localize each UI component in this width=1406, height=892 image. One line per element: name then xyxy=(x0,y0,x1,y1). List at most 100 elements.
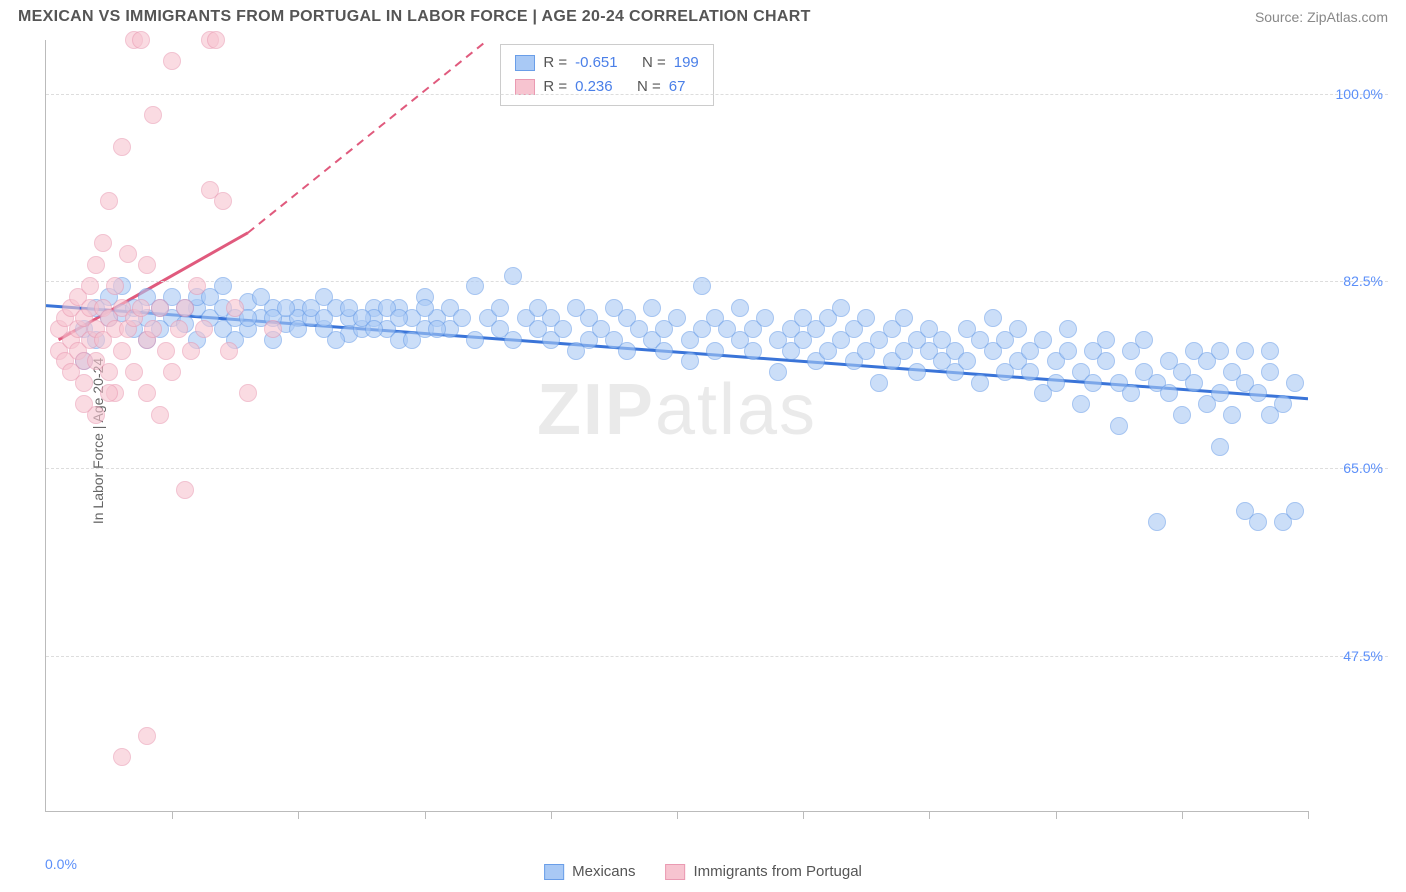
scatter-point xyxy=(1249,384,1267,402)
scatter-point xyxy=(144,106,162,124)
scatter-point xyxy=(857,309,875,327)
scatter-point xyxy=(693,277,711,295)
xaxis-min-label: 0.0% xyxy=(45,856,77,872)
scatter-point xyxy=(163,52,181,70)
scatter-point xyxy=(81,277,99,295)
scatter-point xyxy=(176,299,194,317)
scatter-point xyxy=(1097,352,1115,370)
xtick xyxy=(1182,811,1183,819)
source-label: Source: ZipAtlas.com xyxy=(1255,9,1388,25)
gridline xyxy=(46,468,1388,469)
scatter-point xyxy=(1034,331,1052,349)
scatter-point xyxy=(176,481,194,499)
legend-row-mexicans: R = -0.651 N = 199 xyxy=(515,51,698,75)
scatter-point xyxy=(491,299,509,317)
scatter-point xyxy=(504,331,522,349)
scatter-point xyxy=(195,320,213,338)
scatter-point xyxy=(958,352,976,370)
scatter-point xyxy=(1009,320,1027,338)
scatter-point xyxy=(1223,406,1241,424)
scatter-point xyxy=(1072,395,1090,413)
ytick-label: 82.5% xyxy=(1313,273,1383,289)
scatter-point xyxy=(365,320,383,338)
header: MEXICAN VS IMMIGRANTS FROM PORTUGAL IN L… xyxy=(0,0,1406,32)
scatter-point xyxy=(1286,502,1304,520)
xtick xyxy=(1308,811,1309,819)
scatter-point xyxy=(214,277,232,295)
scatter-point xyxy=(1148,513,1166,531)
scatter-point xyxy=(1211,342,1229,360)
scatter-point xyxy=(1261,342,1279,360)
ytick-label: 100.0% xyxy=(1313,86,1383,102)
r-label: R = xyxy=(543,75,567,99)
scatter-point xyxy=(100,363,118,381)
legend-label: Immigrants from Portugal xyxy=(693,863,861,880)
scatter-point xyxy=(264,320,282,338)
gridline xyxy=(46,656,1388,657)
scatter-point xyxy=(643,299,661,317)
n-label: N = xyxy=(642,51,666,75)
scatter-point xyxy=(618,342,636,360)
scatter-point xyxy=(277,299,295,317)
scatter-point xyxy=(832,299,850,317)
scatter-point xyxy=(390,309,408,327)
r-label: R = xyxy=(543,51,567,75)
xtick xyxy=(425,811,426,819)
scatter-point xyxy=(668,309,686,327)
scatter-point xyxy=(75,374,93,392)
swatch-portugal xyxy=(665,864,685,880)
n-value: 199 xyxy=(674,51,699,75)
scatter-point xyxy=(769,363,787,381)
scatter-point xyxy=(744,342,762,360)
scatter-point xyxy=(188,277,206,295)
scatter-point xyxy=(138,256,156,274)
scatter-point xyxy=(132,299,150,317)
scatter-point xyxy=(1160,384,1178,402)
scatter-point xyxy=(1097,331,1115,349)
scatter-point xyxy=(75,395,93,413)
scatter-point xyxy=(1261,363,1279,381)
scatter-point xyxy=(113,342,131,360)
scatter-point xyxy=(1211,438,1229,456)
scatter-point xyxy=(870,374,888,392)
n-label: N = xyxy=(637,75,661,99)
scatter-point xyxy=(1059,342,1077,360)
scatter-point xyxy=(207,31,225,49)
scatter-point xyxy=(151,406,169,424)
scatter-point xyxy=(895,309,913,327)
scatter-point xyxy=(157,342,175,360)
watermark: ZIPatlas xyxy=(537,369,817,451)
gridline xyxy=(46,281,1388,282)
scatter-point xyxy=(113,138,131,156)
chart-title: MEXICAN VS IMMIGRANTS FROM PORTUGAL IN L… xyxy=(18,8,811,26)
scatter-point xyxy=(119,245,137,263)
scatter-point xyxy=(1286,374,1304,392)
scatter-point xyxy=(315,309,333,327)
scatter-point xyxy=(1274,395,1292,413)
scatter-point xyxy=(1110,417,1128,435)
scatter-point xyxy=(106,277,124,295)
scatter-point xyxy=(125,363,143,381)
scatter-point xyxy=(1122,384,1140,402)
scatter-point xyxy=(113,748,131,766)
scatter-point xyxy=(220,342,238,360)
xtick xyxy=(1056,811,1057,819)
series-legend: Mexicans Immigrants from Portugal xyxy=(544,863,862,880)
chart-container: In Labor Force | Age 20-24 ZIPatlas R = … xyxy=(45,40,1388,842)
swatch-mexicans xyxy=(544,864,564,880)
scatter-point xyxy=(132,31,150,49)
scatter-point xyxy=(681,352,699,370)
scatter-point xyxy=(100,192,118,210)
scatter-point xyxy=(151,299,169,317)
ytick-label: 65.0% xyxy=(1313,460,1383,476)
scatter-point xyxy=(138,727,156,745)
scatter-point xyxy=(226,299,244,317)
scatter-point xyxy=(87,256,105,274)
scatter-point xyxy=(170,320,188,338)
scatter-point xyxy=(144,320,162,338)
scatter-point xyxy=(1021,363,1039,381)
scatter-point xyxy=(1173,406,1191,424)
scatter-point xyxy=(908,363,926,381)
scatter-point xyxy=(138,384,156,402)
xtick xyxy=(929,811,930,819)
